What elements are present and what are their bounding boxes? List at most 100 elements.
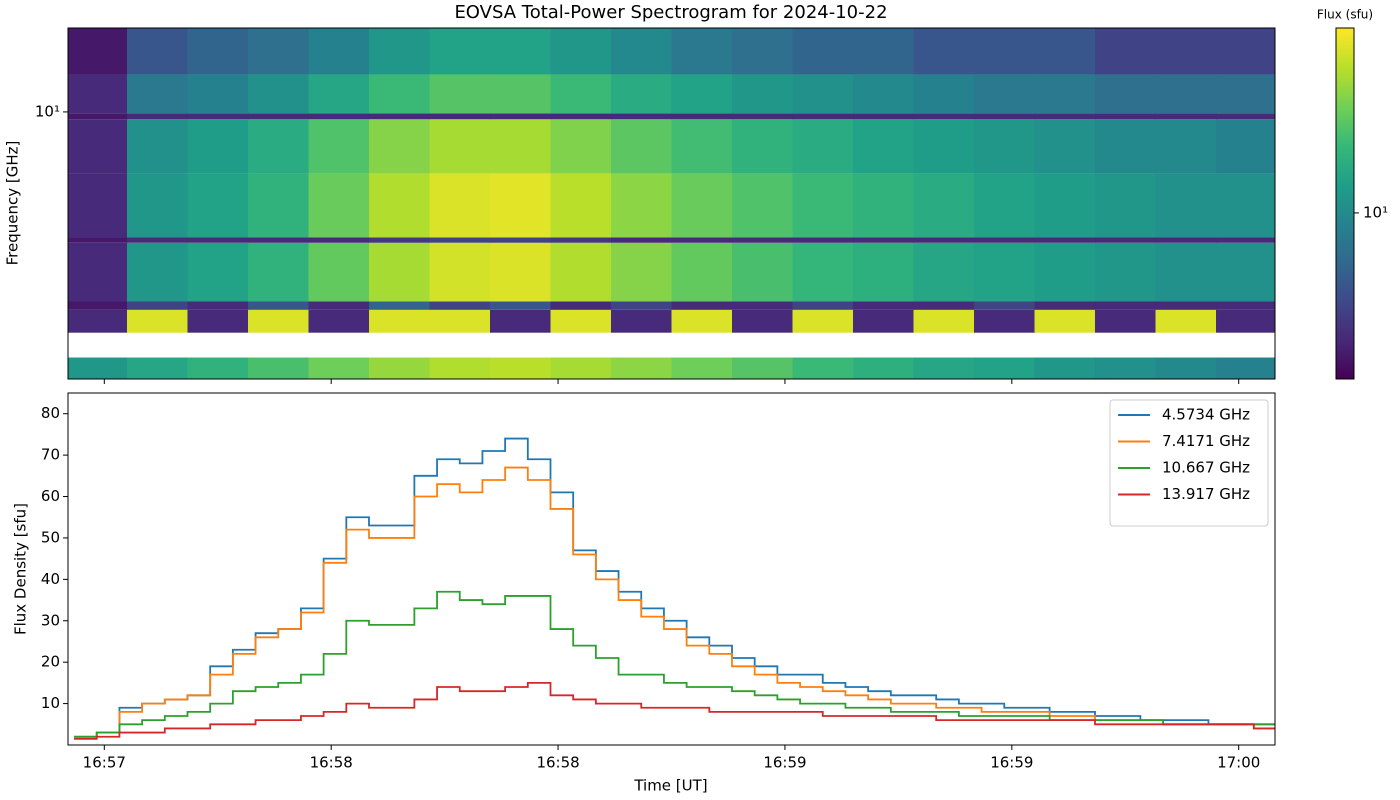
heatmap-cell (1155, 357, 1217, 379)
heatmap-cell (247, 113, 309, 120)
heatmap-cell (550, 301, 612, 310)
heatmap-cell (550, 28, 612, 75)
heatmap-cell (671, 242, 733, 302)
heatmap-cell (68, 309, 128, 333)
heatmap-cell (913, 357, 975, 379)
heatmap-cell (1034, 301, 1096, 310)
heatmap-cell (68, 357, 128, 379)
y-axis-label: Frequency [GHz] (4, 141, 22, 266)
heatmap-cell (1155, 301, 1217, 310)
heatmap-cell (368, 357, 430, 379)
series-line (74, 466, 1275, 738)
legend-label: 10.667 GHz (1162, 459, 1250, 477)
heatmap-cell (671, 74, 733, 114)
heatmap-cell (853, 173, 915, 238)
x-axis-label: Time [UT] (633, 777, 707, 795)
heatmap-cell (974, 173, 1036, 238)
heatmap-cell (792, 173, 854, 238)
lightcurves (74, 437, 1275, 740)
heatmap-cell (247, 242, 309, 302)
x-tick-label: 16:59 (763, 754, 806, 772)
heatmap-cell (671, 113, 733, 120)
heatmap-cell (429, 119, 491, 174)
heatmap-cell (732, 28, 794, 75)
heatmap-cell (429, 357, 491, 379)
heatmap-cell (187, 301, 249, 310)
heatmap-cell (913, 119, 975, 174)
heatmap-cell (853, 119, 915, 174)
colorbar-label: Flux (sfu) (1317, 8, 1373, 22)
heatmap-cell (368, 301, 430, 310)
heatmap-cell (429, 74, 491, 114)
heatmap-cell (671, 357, 733, 379)
heatmap-cell (308, 237, 370, 243)
heatmap-cell (732, 173, 794, 238)
heatmap-cell (489, 119, 551, 174)
heatmap-cell (308, 113, 370, 120)
y-tick-label: 10¹ (35, 102, 60, 120)
heatmap-cell (974, 237, 1036, 243)
heatmap-cell (489, 173, 551, 238)
heatmap-cell (1155, 119, 1217, 174)
heatmap-cell (489, 113, 551, 120)
series-line (74, 681, 1275, 740)
heatmap-cell (489, 357, 551, 379)
heatmap-cell (489, 28, 551, 75)
heatmap-cell (126, 357, 188, 379)
heatmap-cell (853, 309, 915, 333)
heatmap-cell (187, 74, 249, 114)
heatmap-cell (68, 173, 128, 238)
heatmap-cell (126, 173, 188, 238)
x-tick-label: 16:59 (990, 754, 1033, 772)
y-tick-label: 60 (41, 487, 60, 505)
heatmap-cell (368, 237, 430, 243)
heatmap-cell (1155, 74, 1217, 114)
heatmap-cell (1095, 301, 1157, 310)
heatmap-cell (610, 357, 672, 379)
heatmap-cell (671, 173, 733, 238)
heatmap-cell (126, 242, 188, 302)
heatmap-cell (671, 28, 733, 75)
plot-frame (67, 392, 1276, 746)
colorbar (1335, 27, 1355, 380)
chart-title: EOVSA Total-Power Spectrogram for 2024-1… (454, 2, 887, 23)
heatmap-cell (1034, 113, 1096, 120)
heatmap-cell (792, 74, 854, 114)
heatmap-cell (308, 28, 370, 75)
heatmap-cell (1216, 119, 1275, 174)
heatmap-cell (853, 237, 915, 243)
heatmap-cell (913, 173, 975, 238)
y-tick-label: 30 (41, 611, 60, 629)
heatmap-cell (247, 357, 309, 379)
heatmap-cell (68, 74, 128, 114)
heatmap-cell (853, 242, 915, 302)
heatmap-cell (187, 28, 249, 75)
heatmap-cell (792, 242, 854, 302)
heatmap-cell (1216, 237, 1275, 243)
heatmap-cell (550, 357, 612, 379)
heatmap-cell (429, 113, 491, 120)
heatmap-cell (1095, 28, 1157, 75)
heatmap-cell (429, 309, 491, 333)
heatmap-cell (913, 28, 975, 75)
heatmap-cell (974, 301, 1036, 310)
heatmap-cell (550, 242, 612, 302)
heatmap-cell (792, 28, 854, 75)
heatmap-cell (429, 28, 491, 75)
heatmap-cell (489, 237, 551, 243)
heatmap-cell (308, 119, 370, 174)
heatmap-cell (1216, 113, 1275, 120)
heatmap-cell (126, 301, 188, 310)
heatmap-cell (126, 74, 188, 114)
heatmap-cell (187, 309, 249, 333)
heatmap-cell (247, 301, 309, 310)
heatmap-cell (1155, 113, 1217, 120)
legend-label: 7.4171 GHz (1162, 432, 1250, 450)
legend-label: 4.5734 GHz (1162, 406, 1250, 424)
heatmap-cell (913, 113, 975, 120)
heatmap-cell (974, 113, 1036, 120)
heatmap-cell (732, 357, 794, 379)
heatmap-cell (429, 173, 491, 238)
heatmap-cell (550, 113, 612, 120)
heatmap-cell (68, 237, 128, 243)
